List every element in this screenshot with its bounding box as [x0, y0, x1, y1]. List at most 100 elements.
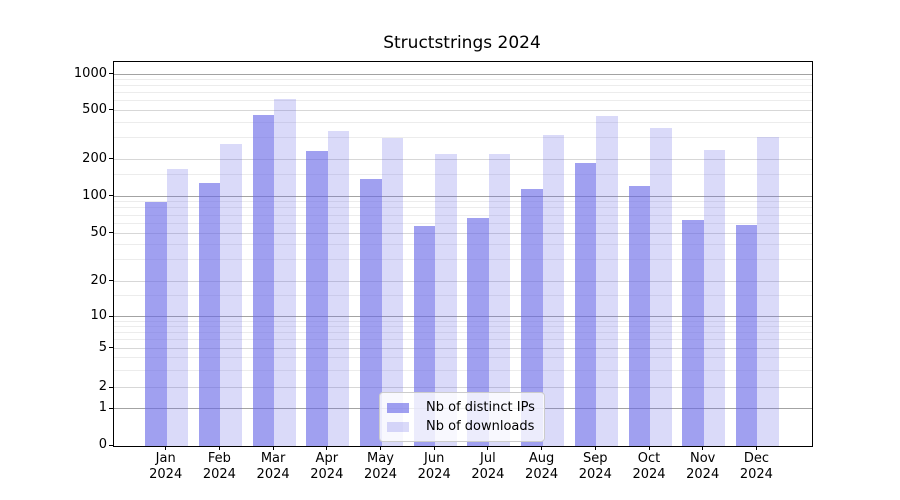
y-tick	[109, 158, 113, 160]
x-tick	[648, 446, 650, 450]
y-tick	[109, 315, 113, 317]
x-tick	[272, 446, 274, 450]
y-tick-label: 50	[90, 224, 107, 240]
bar-downloads-feb	[220, 143, 242, 446]
bar-distinct-ips-apr	[306, 150, 328, 446]
gridline-minor	[114, 295, 812, 297]
x-tick	[218, 446, 220, 450]
gridline-minor	[114, 357, 812, 359]
gridline-minor	[114, 85, 812, 87]
y-tick	[109, 73, 113, 75]
gridline-minor	[114, 259, 812, 261]
legend-item-distinct-ips: Nb of distinct IPs	[387, 399, 535, 416]
x-tick	[594, 446, 596, 450]
gridline-minor	[114, 79, 812, 81]
y-tick-label: 500	[82, 101, 107, 117]
gridline-minor	[114, 207, 812, 209]
bar-downloads-oct	[650, 127, 672, 446]
y-tick	[109, 407, 113, 409]
gridline-minor	[114, 100, 812, 102]
x-tick-label: Mar 2024	[256, 451, 290, 482]
chart-title: Structstrings 2024	[383, 33, 541, 53]
bar-distinct-ips-mar	[252, 114, 275, 446]
y-tick	[109, 195, 113, 196]
gridline-sub	[114, 158, 812, 160]
legend: Nb of distinct IPs Nb of downloads	[379, 392, 545, 442]
gridline-minor	[114, 332, 812, 334]
gridline-minor	[114, 214, 812, 216]
bar-distinct-ips-nov	[682, 219, 704, 446]
legend-label-distinct-ips: Nb of distinct IPs	[426, 400, 535, 415]
bar-downloads-jan	[166, 169, 189, 446]
y-tick	[109, 386, 113, 388]
y-tick-label: 0	[98, 437, 107, 452]
gridline-minor	[114, 326, 812, 328]
legend-swatch-downloads	[387, 421, 409, 432]
bar-distinct-ips-jun	[413, 225, 436, 446]
legend-label-downloads: Nb of downloads	[426, 419, 535, 434]
gridline-minor	[114, 174, 812, 176]
bar-distinct-ips-may	[360, 178, 382, 446]
gridline-minor	[114, 222, 812, 224]
y-tick	[109, 347, 113, 348]
gridline-major	[114, 73, 812, 75]
gridline-sub	[114, 347, 812, 349]
gridline-major	[114, 195, 812, 197]
y-tick-label: 20	[90, 272, 107, 288]
x-tick	[165, 446, 167, 450]
gridline-minor	[114, 320, 812, 322]
legend-item-downloads: Nb of downloads	[387, 418, 535, 435]
bar-downloads-aug	[542, 134, 565, 446]
x-tick-label: May 2024	[363, 451, 398, 482]
y-tick	[109, 109, 113, 111]
bar-downloads-mar	[274, 98, 296, 446]
bar-downloads-apr	[327, 131, 350, 446]
x-tick-label: Aug 2024	[525, 451, 559, 482]
bar-downloads-nov	[703, 149, 726, 446]
gridline-sub	[114, 387, 812, 389]
x-tick	[326, 446, 328, 450]
x-tick-label: Apr 2024	[310, 451, 344, 482]
bar-downloads-jun	[435, 153, 457, 446]
x-tick	[487, 446, 489, 450]
bar-distinct-ips-oct	[628, 185, 650, 446]
bar-distinct-ips-feb	[198, 182, 221, 446]
y-tick	[109, 280, 113, 281]
x-tick-label: Sep 2024	[578, 451, 612, 482]
gridline-minor	[114, 201, 812, 203]
x-tick-label: Nov 2024	[686, 451, 720, 482]
y-tick	[109, 232, 113, 233]
y-tick-label: 1000	[73, 65, 107, 81]
gridline-minor	[114, 244, 812, 246]
gridline-minor	[114, 369, 812, 371]
gridline-minor	[114, 121, 812, 123]
legend-swatch-distinct-ips	[387, 402, 409, 413]
x-tick	[755, 446, 757, 450]
y-tick	[109, 444, 113, 446]
x-tick	[541, 446, 543, 450]
y-tick-label: 100	[82, 187, 107, 203]
y-tick-label: 5	[98, 339, 107, 355]
x-tick	[380, 446, 381, 450]
x-tick-label: Feb 2024	[202, 451, 236, 482]
x-tick-label: Dec 2024	[739, 451, 773, 482]
x-tick-label: Jul 2024	[471, 451, 505, 482]
y-tick-label: 10	[90, 308, 107, 323]
bar-distinct-ips-jan	[145, 201, 167, 446]
x-tick-label: Jan 2024	[149, 451, 183, 482]
gridline-minor	[114, 92, 812, 94]
bar-downloads-jul	[488, 154, 511, 446]
x-tick-label: Jun 2024	[417, 451, 451, 482]
bar-downloads-may	[381, 138, 403, 446]
y-tick-label: 2	[98, 379, 107, 395]
bar-downloads-dec	[757, 137, 779, 446]
gridline-minor	[114, 339, 812, 341]
plot-area	[113, 61, 813, 447]
bar-distinct-ips-dec	[735, 224, 758, 446]
gridline-sub	[114, 280, 812, 282]
x-tick	[702, 446, 704, 450]
gridline-minor	[114, 137, 812, 139]
bar-distinct-ips-aug	[521, 188, 543, 446]
gridline-major	[114, 316, 812, 317]
